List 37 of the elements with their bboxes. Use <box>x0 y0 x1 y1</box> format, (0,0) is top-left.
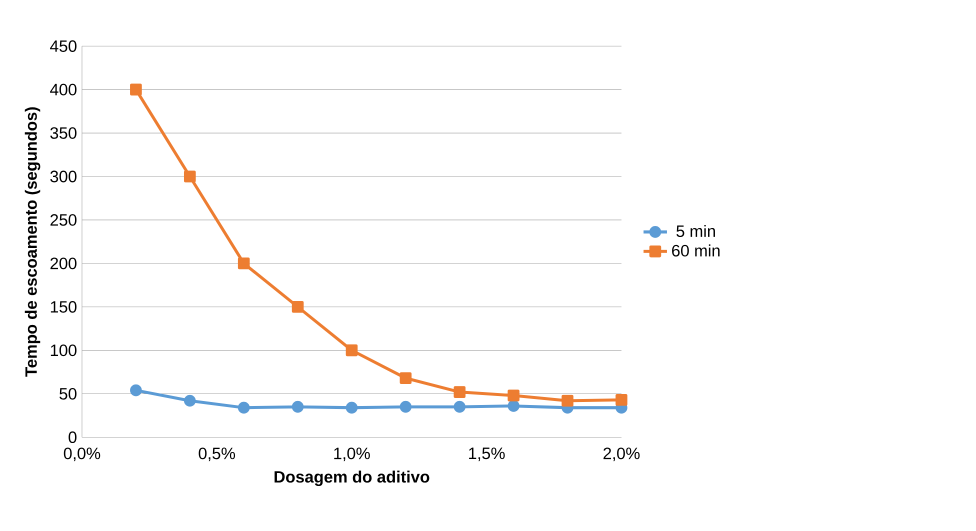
y-tick-label: 0 <box>68 431 77 444</box>
y-tick-label: 450 <box>50 40 76 52</box>
y-tick-label: 200 <box>50 258 76 270</box>
point <box>184 394 196 407</box>
legend-label: 5 min <box>676 224 715 238</box>
point <box>346 402 358 414</box>
y-tick-label: 250 <box>50 214 76 226</box>
y-tick-label: 400 <box>50 84 76 96</box>
x-tick-label: 0,0% <box>64 448 100 462</box>
point <box>238 258 250 270</box>
y-tick-label: 300 <box>50 170 76 182</box>
point <box>130 384 142 396</box>
point <box>292 400 304 413</box>
point <box>616 394 628 406</box>
point <box>400 400 412 413</box>
x-tick-label: 0,5% <box>198 448 236 462</box>
point <box>238 402 250 414</box>
point <box>562 394 574 407</box>
x-axis-title: Dosagem do aditivo <box>274 470 430 486</box>
y-axis-title: Tempo de escoamento (segundos) <box>24 107 40 377</box>
point <box>454 400 466 413</box>
y-tick-label: 100 <box>50 344 76 356</box>
y-tick-label: 150 <box>50 301 76 313</box>
x-tick-label: 2,0% <box>604 448 640 462</box>
point <box>130 84 142 96</box>
legend-label: 60 min <box>672 244 720 257</box>
point <box>184 170 196 182</box>
point <box>292 301 304 313</box>
y-tick-label: 50 <box>59 388 76 400</box>
point <box>454 386 466 398</box>
point <box>400 372 412 384</box>
point <box>346 344 358 356</box>
x-tick-label: 1,5% <box>469 448 505 462</box>
point <box>508 400 520 412</box>
y-tick-label: 350 <box>50 127 76 139</box>
point <box>508 390 520 402</box>
x-tick-label: 1,0% <box>334 448 370 462</box>
